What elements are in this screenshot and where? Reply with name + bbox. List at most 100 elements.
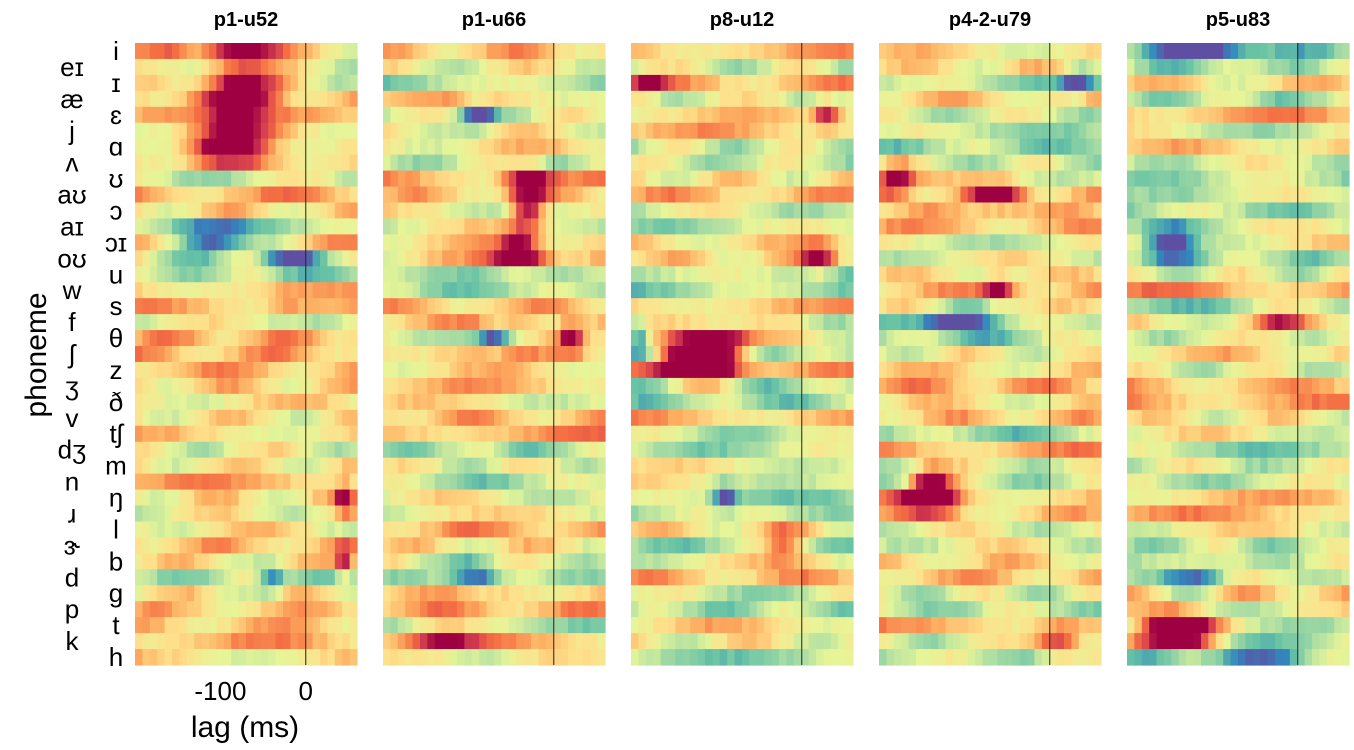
heatmap-cell	[523, 377, 532, 395]
heatmap-cell	[816, 425, 824, 443]
heatmap-cell	[727, 553, 736, 570]
heatmap-cell	[930, 330, 939, 347]
heatmap-cell	[538, 585, 547, 602]
heatmap-cell	[209, 601, 217, 618]
heatmap-cell	[742, 377, 750, 395]
heatmap-cell	[801, 298, 810, 315]
heatmap-cell	[590, 489, 599, 507]
heatmap-cell	[575, 330, 584, 347]
heatmap-cell	[1012, 393, 1021, 411]
heatmap-cell	[916, 90, 924, 108]
heatmap-cell	[923, 202, 932, 220]
heatmap-cell	[297, 569, 306, 586]
heatmap-cell	[327, 138, 336, 156]
heatmap-cell	[786, 633, 795, 650]
heatmap-cell	[938, 170, 947, 188]
heatmap-cell	[1260, 58, 1269, 76]
heatmap-cell	[420, 409, 428, 427]
heatmap-cell	[967, 617, 976, 634]
heatmap-cell	[223, 330, 232, 347]
heatmap-cell	[916, 202, 924, 220]
heatmap-cell	[727, 425, 736, 443]
heatmap-cell	[697, 234, 706, 251]
heatmap-cell	[494, 521, 502, 539]
heatmap-cell	[756, 43, 765, 60]
heatmap-cell	[312, 122, 321, 140]
heatmap-cell	[1034, 58, 1043, 76]
heatmap-cell	[660, 409, 669, 427]
heatmap-cell	[771, 170, 780, 188]
heatmap-cell	[553, 218, 562, 235]
heatmap-cell	[631, 90, 639, 108]
heatmap-cell	[668, 154, 676, 172]
heatmap-cell	[553, 569, 562, 586]
heatmap-cell	[223, 106, 232, 124]
heatmap-cell	[645, 106, 654, 124]
heatmap-cell	[645, 122, 654, 140]
heatmap-cell	[427, 409, 436, 427]
heatmap-cell	[1319, 186, 1328, 204]
heatmap-cell	[808, 505, 817, 523]
heatmap-cell	[1027, 473, 1035, 491]
heatmap-cell	[749, 154, 758, 172]
heatmap-cell	[764, 314, 773, 331]
heatmap-cell	[990, 74, 998, 92]
heatmap-cell	[434, 90, 443, 108]
heatmap-cell	[590, 346, 599, 363]
heatmap-cell	[501, 617, 510, 634]
heatmap-cell	[334, 266, 343, 283]
heatmap-cell	[283, 58, 291, 76]
heatmap-cell	[1019, 170, 1028, 188]
heatmap-cell	[786, 361, 795, 379]
heatmap-cell	[268, 409, 277, 427]
heatmap-cell	[879, 457, 887, 475]
heatmap-cell	[390, 617, 399, 634]
heatmap-cell	[930, 393, 939, 411]
heatmap-cell	[764, 537, 773, 554]
heatmap-cell	[653, 649, 662, 666]
heatmap-cell	[231, 649, 240, 666]
heatmap-cell	[838, 569, 847, 586]
heatmap-cell	[982, 633, 991, 650]
heatmap-cell	[501, 649, 510, 666]
heatmap-cell	[246, 633, 254, 650]
heatmap-cell	[660, 617, 669, 634]
heatmap-cell	[412, 330, 421, 347]
heatmap-cell	[508, 346, 517, 363]
heatmap-cell	[434, 186, 443, 204]
heatmap-cell	[390, 154, 399, 172]
heatmap-cell	[838, 314, 847, 331]
heatmap-cell	[1260, 43, 1269, 60]
heatmap-cell	[420, 505, 428, 523]
heatmap-cell	[712, 553, 721, 570]
heatmap-cell	[838, 649, 847, 666]
heatmap-cell	[545, 106, 554, 124]
heatmap-cell	[179, 298, 188, 315]
heatmap-cell	[997, 74, 1006, 92]
heatmap-cell	[816, 138, 824, 156]
heatmap-cell	[1049, 122, 1058, 140]
heatmap-cell	[705, 218, 713, 235]
heatmap-cell	[179, 393, 188, 411]
heatmap-cell	[1093, 154, 1102, 172]
heatmap-cell	[697, 409, 706, 427]
heatmap-cell	[982, 282, 991, 299]
heatmap-cell	[1134, 186, 1143, 204]
heatmap-cell	[560, 473, 569, 491]
heatmap-cell	[638, 425, 647, 443]
heatmap-cell	[516, 457, 525, 475]
heatmap-cell	[412, 537, 421, 554]
heatmap-cell	[1056, 425, 1065, 443]
heatmap-cell	[494, 489, 502, 507]
heatmap-cell	[297, 74, 306, 92]
heatmap-cell	[838, 218, 847, 235]
heatmap-cell	[945, 90, 954, 108]
heatmap-cell	[349, 202, 358, 220]
heatmap-cell	[383, 425, 391, 443]
heatmap-cell	[186, 617, 195, 634]
heatmap-cell	[908, 170, 917, 188]
heatmap-cell	[349, 649, 358, 666]
heatmap-cell	[253, 250, 262, 267]
heatmap-cell	[801, 314, 810, 331]
heatmap-cell	[1056, 218, 1065, 235]
